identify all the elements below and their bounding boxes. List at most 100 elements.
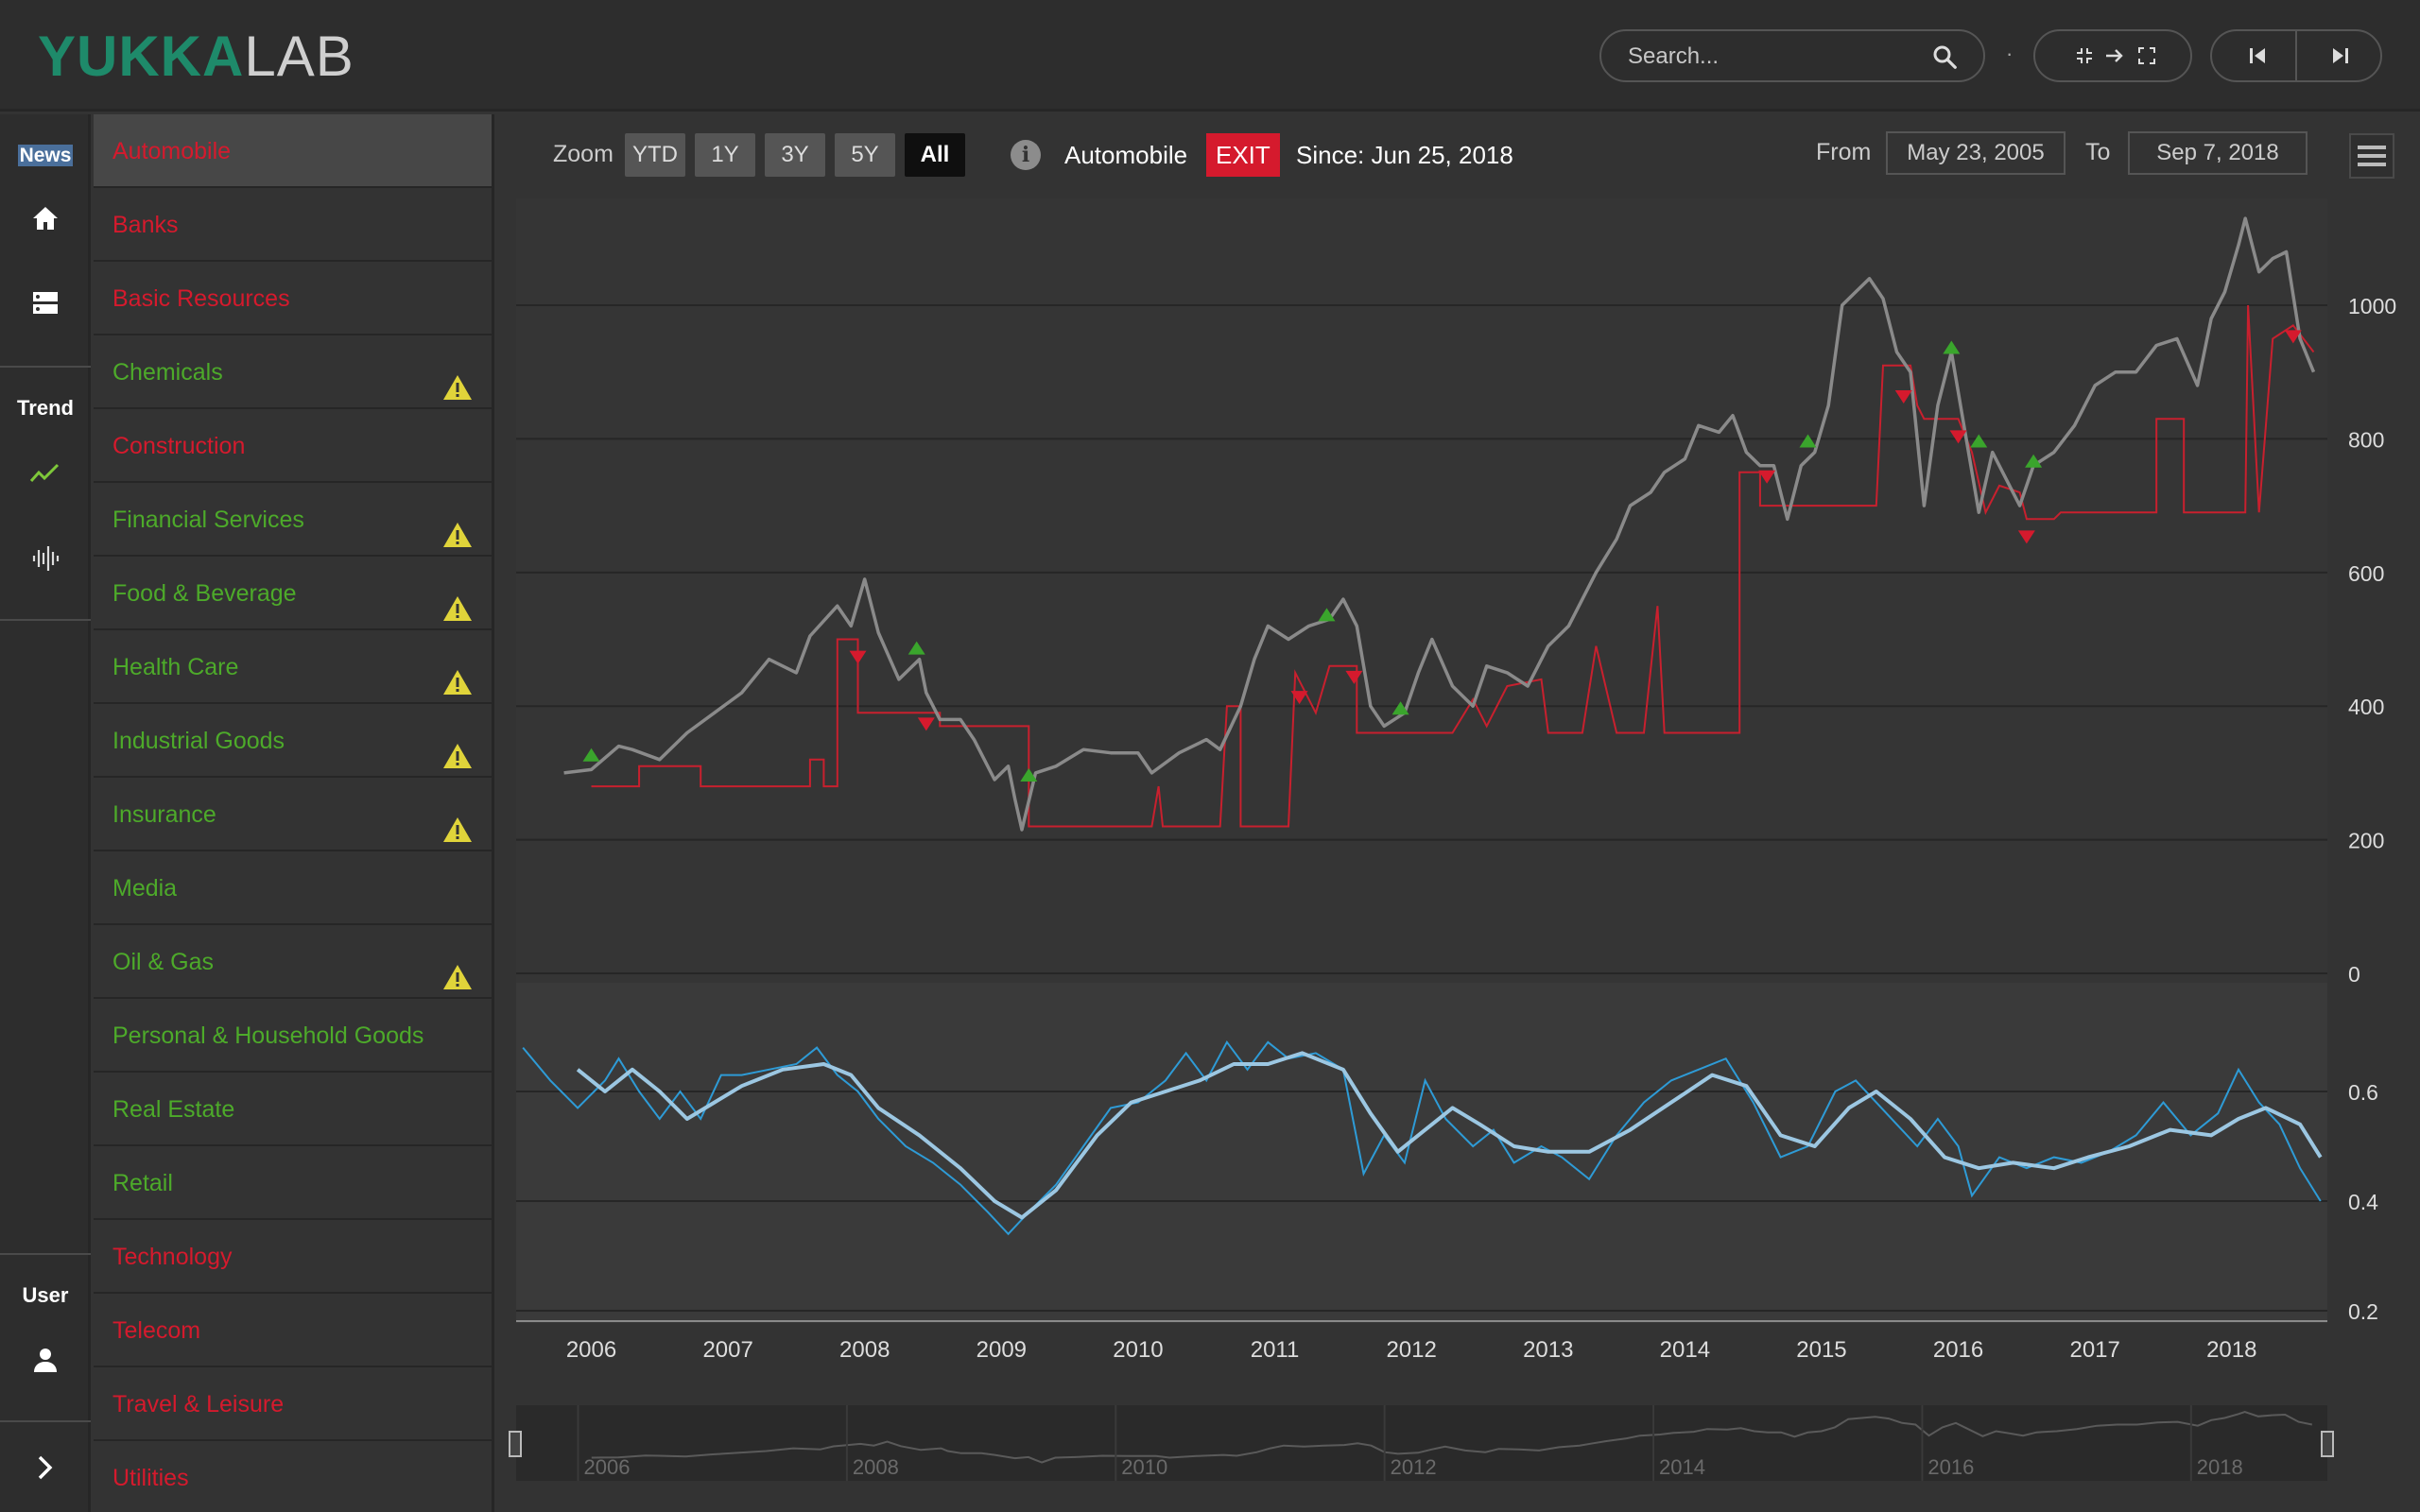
sector-label: Banks (112, 212, 179, 238)
navigator-label: 2014 (1659, 1455, 1705, 1479)
buy-marker (1318, 608, 1336, 622)
price-y-tick-label: 800 (2348, 427, 2384, 452)
warning-icon (442, 356, 473, 430)
zoom-1y-button[interactable]: 1Y (695, 133, 755, 177)
sector-item[interactable]: Health Care (94, 630, 492, 704)
arrow-right-icon[interactable] (2101, 43, 2128, 69)
search-icon[interactable] (1930, 43, 1959, 76)
sector-label: Automobile (112, 138, 232, 164)
warning-icon (442, 577, 473, 651)
chart-toolbar: Zoom YTD 1Y 3Y 5Y All i Automobile EXIT … (494, 114, 2420, 194)
x-tick-label: 2014 (1660, 1337, 1710, 1363)
logo-yukka: YUKKA (38, 25, 245, 88)
sector-item[interactable]: Utilities (94, 1441, 492, 1512)
news-label[interactable]: News (17, 145, 74, 166)
sector-item[interactable]: Telecom (94, 1294, 492, 1367)
sector-item[interactable]: Construction (94, 409, 492, 483)
trend-label: Trend (17, 396, 74, 420)
sector-label: Food & Beverage (112, 580, 297, 607)
buy-marker (1943, 340, 1961, 354)
price-plot-background (516, 198, 2327, 983)
sell-marker (1345, 670, 1363, 684)
rail-divider (0, 366, 91, 368)
sector-item[interactable]: Technology (94, 1220, 492, 1294)
sell-marker (1758, 470, 1776, 484)
sentiment-y-tick-label: 0.6 (2348, 1080, 2378, 1105)
search-box (1599, 29, 1985, 82)
warning-icon (442, 504, 473, 577)
x-tick-label: 2016 (1933, 1337, 1983, 1363)
sell-marker (1894, 389, 1912, 404)
sector-label: Travel & Leisure (112, 1391, 285, 1418)
buy-marker (1392, 701, 1409, 715)
from-date-input[interactable]: May 23, 2005 (1886, 131, 2066, 175)
to-date-input[interactable]: Sep 7, 2018 (2128, 131, 2308, 175)
expand-icon[interactable] (2134, 43, 2160, 69)
sector-item[interactable]: Industrial Goods (94, 704, 492, 778)
sector-label: Retail (112, 1170, 173, 1196)
sector-item[interactable]: Automobile (94, 114, 492, 188)
sentiment-series-line (522, 1040, 2322, 1236)
price-y-tick-label: 1000 (2348, 294, 2396, 318)
zoom-5y-button[interactable]: 5Y (835, 133, 895, 177)
trend-line-icon[interactable] (28, 456, 62, 490)
separator-dot: · (2006, 42, 2014, 65)
chevron-right-icon[interactable] (28, 1451, 62, 1485)
sector-item[interactable]: Oil & Gas (94, 925, 492, 999)
chart-menu-button[interactable] (2349, 133, 2394, 179)
sector-label: Construction (112, 433, 246, 459)
zoom-all-button[interactable]: All (905, 133, 965, 177)
home-icon[interactable] (28, 201, 62, 235)
sector-label: Health Care (112, 654, 239, 680)
sector-item[interactable]: Financial Services (94, 483, 492, 557)
sector-item[interactable]: Media (94, 851, 492, 925)
sell-marker (1949, 430, 1967, 444)
dashboard-icon[interactable] (28, 286, 62, 320)
sector-item[interactable]: Insurance (94, 778, 492, 851)
sector-label: Real Estate (112, 1096, 235, 1123)
navigator-label: 2006 (584, 1455, 631, 1479)
navigator-handle (509, 1431, 522, 1457)
sector-item[interactable]: Real Estate (94, 1073, 492, 1146)
search-input[interactable] (1628, 41, 1930, 73)
sell-marker (917, 717, 935, 731)
sector-label: Personal & Household Goods (112, 1022, 424, 1049)
info-icon[interactable]: i (1011, 140, 1041, 170)
x-tick-label: 2017 (2069, 1337, 2119, 1363)
x-tick-label: 2018 (2206, 1337, 2256, 1363)
sector-label: Insurance (112, 801, 216, 828)
view-controls (2033, 29, 2192, 82)
x-tick-label: 2013 (1523, 1337, 1573, 1363)
navigator-background (516, 1405, 2327, 1481)
zoom-label: Zoom (553, 141, 614, 167)
collapse-icon[interactable] (2071, 43, 2098, 69)
sell-marker (849, 650, 867, 664)
left-rail: News Trend User (0, 114, 91, 1512)
buy-marker (1020, 767, 1038, 782)
person-icon[interactable] (28, 1343, 62, 1377)
buy-marker (2025, 454, 2043, 468)
zoom-3y-button[interactable]: 3Y (765, 133, 825, 177)
x-tick-label: 2006 (566, 1337, 616, 1363)
sector-item[interactable]: Basic Resources (94, 262, 492, 335)
waveform-icon[interactable] (28, 541, 62, 576)
sentiment-plot-background (516, 983, 2327, 1323)
sector-item[interactable]: Banks (94, 188, 492, 262)
x-tick-label: 2009 (977, 1337, 1027, 1363)
sector-item[interactable]: Travel & Leisure (94, 1367, 492, 1441)
sector-item[interactable]: Personal & Household Goods (94, 999, 492, 1073)
navigator-label: 2018 (2197, 1455, 2243, 1479)
sentiment-y-tick-label: 0.2 (2348, 1299, 2378, 1324)
logo[interactable]: YUKKALAB (38, 26, 354, 87)
x-tick-label: 2007 (702, 1337, 752, 1363)
x-tick-label: 2011 (1251, 1337, 1300, 1363)
skip-next-icon[interactable] (2327, 43, 2354, 69)
sentiment-y-tick-label: 0.4 (2348, 1190, 2378, 1214)
sector-item[interactable]: Chemicals (94, 335, 492, 409)
top-header: YUKKALAB · (0, 0, 2420, 112)
sector-item[interactable]: Retail (94, 1146, 492, 1220)
zoom-ytd-button[interactable]: YTD (625, 133, 685, 177)
sector-item[interactable]: Food & Beverage (94, 557, 492, 630)
sell-marker (1290, 691, 1308, 705)
skip-previous-icon[interactable] (2244, 43, 2271, 69)
